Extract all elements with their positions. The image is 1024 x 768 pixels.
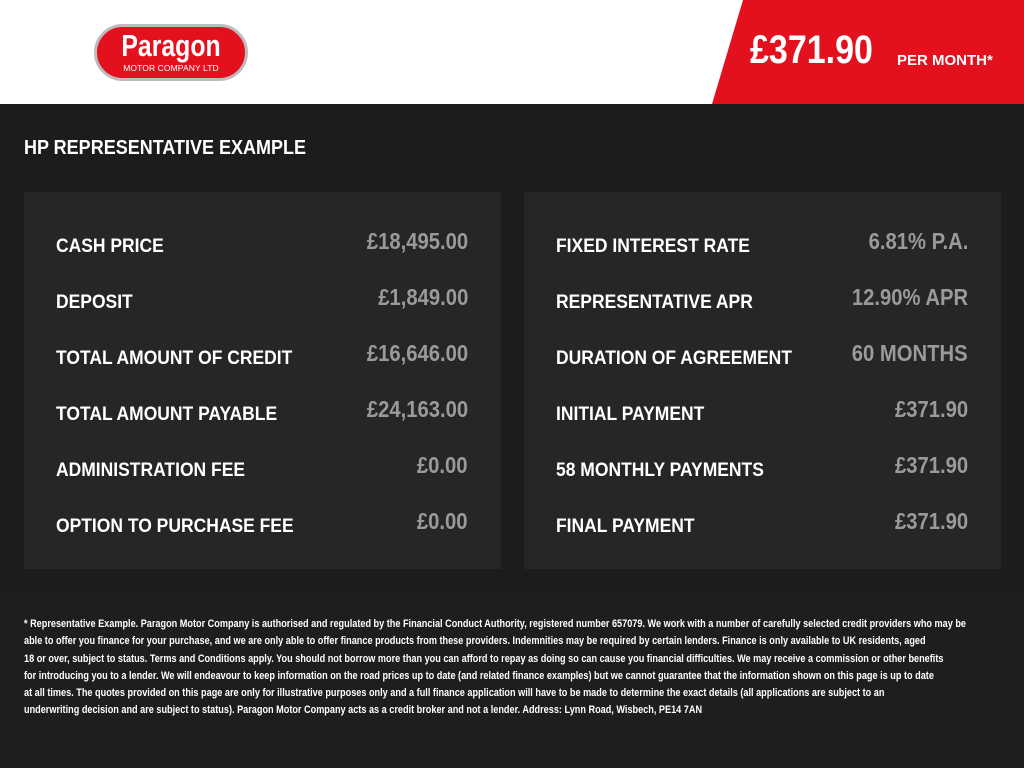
finance-label: FIXED INTEREST RATE <box>556 236 750 257</box>
finance-row: DEPOSIT £1,849.00 <box>56 284 468 314</box>
disclaimer-line: 18 or over, subject to status. Terms and… <box>24 652 944 665</box>
finance-value: £371.90 <box>894 452 968 478</box>
finance-value: £1,849.00 <box>377 284 468 310</box>
finance-label: DEPOSIT <box>56 292 133 313</box>
finance-label: DURATION OF AGREEMENT <box>556 348 792 369</box>
finance-value: £18,495.00 <box>366 228 468 254</box>
logo-name: Paragon <box>121 28 221 63</box>
finance-label: 58 MONTHLY PAYMENTS <box>556 460 764 481</box>
finance-row: 58 MONTHLY PAYMENTS £371.90 <box>556 452 968 482</box>
finance-value: £371.90 <box>894 396 968 422</box>
finance-row: INITIAL PAYMENT £371.90 <box>556 396 968 426</box>
finance-value: £0.00 <box>417 508 468 534</box>
right-finance-panel: FIXED INTEREST RATE 6.81% P.A. REPRESENTAT… <box>524 192 1001 569</box>
finance-row: CASH PRICE £18,495.00 <box>56 228 468 258</box>
footer <box>0 592 1024 768</box>
finance-value: 12.90% APR <box>851 284 968 310</box>
finance-row: TOTAL AMOUNT OF CREDIT £16,646.00 <box>56 340 468 370</box>
monthly-price-banner: £371.90 PER MONTH* <box>712 0 1024 104</box>
section-title: HP REPRESENTATIVE EXAMPLE <box>24 137 307 159</box>
finance-row: OPTION TO PURCHASE FEE £0.00 <box>56 508 468 538</box>
finance-label: CASH PRICE <box>56 236 164 257</box>
finance-row: FINAL PAYMENT £371.90 <box>556 508 968 538</box>
disclaimer: * Representative Example. Paragon Motor … <box>24 616 1024 720</box>
disclaimer-line: underwriting decision and are subject to… <box>24 704 703 717</box>
finance-value: 60 MONTHS <box>852 340 968 366</box>
finance-label: FINAL PAYMENT <box>556 516 695 537</box>
per-month-label: PER MONTH* <box>897 52 993 69</box>
monthly-price: £371.90 <box>750 28 873 72</box>
disclaimer-line: for introducing you to a lender. We will… <box>24 669 934 682</box>
finance-label: TOTAL AMOUNT OF CREDIT <box>56 348 293 369</box>
finance-label: INITIAL PAYMENT <box>556 404 705 425</box>
finance-label: OPTION TO PURCHASE FEE <box>56 516 294 537</box>
finance-row: TOTAL AMOUNT PAYABLE £24,163.00 <box>56 396 468 426</box>
finance-value: £16,646.00 <box>366 340 468 366</box>
finance-label: TOTAL AMOUNT PAYABLE <box>56 404 278 425</box>
paragon-logo[interactable]: Paragon MOTOR COMPANY LTD <box>94 24 248 81</box>
finance-value: £0.00 <box>417 452 468 478</box>
finance-label: ADMINISTRATION FEE <box>56 460 246 481</box>
disclaimer-line: able to offer you finance for your purch… <box>24 635 926 648</box>
finance-value: £371.90 <box>894 508 968 534</box>
disclaimer-line: at all times. The quotes provided on thi… <box>24 687 885 700</box>
disclaimer-line: * Representative Example. Paragon Motor … <box>24 618 966 630</box>
logo-subtitle: MOTOR COMPANY LTD <box>123 63 219 73</box>
finance-label: REPRESENTATIVE APR <box>556 292 753 313</box>
finance-value: £24,163.00 <box>366 396 468 422</box>
finance-row: DURATION OF AGREEMENT 60 MONTHS <box>556 340 968 370</box>
finance-value: 6.81% P.A. <box>868 228 968 254</box>
finance-row: ADMINISTRATION FEE £0.00 <box>56 452 468 482</box>
left-finance-panel: CASH PRICE £18,495.00 DEPOSIT £1,849.00 TOTA… <box>24 192 501 569</box>
finance-row: FIXED INTEREST RATE 6.81% P.A. <box>556 228 968 258</box>
finance-row: REPRESENTATIVE APR 12.90% APR <box>556 284 968 314</box>
header: Paragon MOTOR COMPANY LTD £371.90 PER MO… <box>0 0 1024 104</box>
